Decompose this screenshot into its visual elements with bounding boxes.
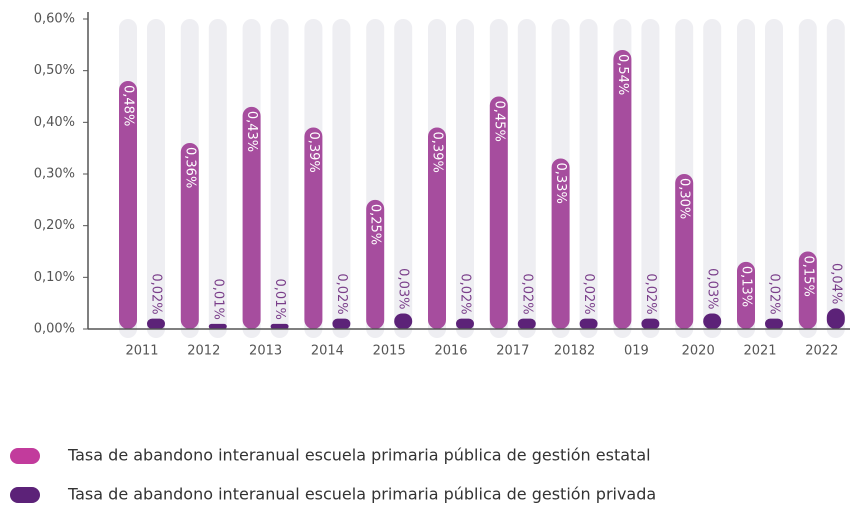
bar (579, 318, 598, 329)
bar (826, 308, 845, 329)
bar (798, 251, 817, 329)
x-tick-label: 2013 (249, 344, 282, 359)
background-pill (394, 19, 413, 338)
background-pill (208, 19, 227, 338)
background-pill (517, 19, 536, 338)
value-label: 0,39% (306, 132, 321, 173)
background-pill (579, 19, 598, 338)
legend-swatch (10, 448, 40, 464)
y-tick-label: 0,20% (34, 218, 75, 233)
x-tick-label: 2011 (125, 344, 158, 359)
bar (765, 318, 783, 329)
x-tick-label: 2021 (743, 344, 776, 359)
value-label: 0,39% (430, 132, 445, 173)
value-label: 0,43% (244, 111, 259, 152)
bar (147, 318, 165, 329)
value-label: 0,36% (182, 147, 197, 188)
bar (270, 323, 289, 329)
x-tick-label: 2017 (496, 344, 529, 359)
background-pill (332, 19, 351, 338)
value-label: 0,03% (705, 268, 720, 309)
bar (641, 318, 660, 329)
x-tick-label: 2015 (373, 344, 406, 359)
background-pill (147, 19, 165, 338)
background-pill (703, 19, 722, 338)
bar (489, 96, 508, 329)
legend-label: Tasa de abandono interanual escuela prim… (67, 485, 656, 504)
value-label: 0,45% (491, 101, 506, 142)
bar (456, 318, 474, 329)
value-label: 0,04% (828, 263, 843, 304)
value-label: 0,02% (458, 273, 473, 314)
bar (180, 143, 199, 329)
value-label: 0,33% (553, 163, 568, 204)
bar (304, 127, 323, 329)
background-pill (826, 19, 845, 338)
x-tick-label: 2022 (805, 344, 838, 359)
value-label: 0,13% (739, 266, 754, 307)
bar (551, 158, 570, 329)
legend-label: Tasa de abandono interanual escuela prim… (67, 446, 651, 465)
value-label: 0,01% (210, 279, 225, 320)
background-pill (270, 19, 289, 338)
value-label: 0,02% (643, 273, 658, 314)
value-label: 0,15% (800, 256, 815, 297)
bar (517, 318, 536, 329)
value-label: 0,02% (334, 273, 349, 314)
x-tick-label: 019 (624, 344, 649, 359)
background-pill (765, 19, 783, 338)
bar (208, 323, 227, 329)
y-tick-label: 0,40% (34, 115, 75, 130)
background-pill (641, 19, 660, 338)
bar (119, 81, 137, 329)
y-tick-label: 0,00% (34, 322, 75, 337)
x-tick-label: 2012 (187, 344, 220, 359)
bar (703, 313, 722, 329)
value-label: 0,02% (149, 273, 164, 314)
bar (366, 199, 385, 329)
bar (675, 174, 694, 329)
background-pills (119, 19, 845, 338)
value-label: 0,03% (396, 268, 411, 309)
value-label: 0,01% (272, 279, 287, 320)
value-label: 0,02% (767, 273, 782, 314)
value-label: 0,54% (615, 54, 630, 95)
bar (332, 318, 351, 329)
x-tick-label: 2016 (434, 344, 467, 359)
value-label: 0,25% (368, 204, 383, 245)
value-label: 0,02% (581, 273, 596, 314)
bar (428, 127, 446, 329)
y-tick-label: 0,30% (34, 167, 75, 182)
x-tick-label: 2014 (311, 344, 344, 359)
value-label: 0,30% (677, 178, 692, 219)
legend-swatch (10, 487, 40, 503)
bar (242, 106, 261, 329)
y-tick-label: 0,10% (34, 270, 75, 285)
bar (613, 50, 632, 329)
value-label: 0,02% (519, 273, 534, 314)
x-tick-label: 2020 (682, 344, 715, 359)
x-tick-label: 20182 (554, 344, 595, 359)
background-pill (456, 19, 474, 338)
y-tick-label: 0,60% (34, 12, 75, 27)
bar (737, 261, 755, 329)
y-tick-label: 0,50% (34, 63, 75, 78)
bar (394, 313, 413, 329)
value-label: 0,48% (121, 85, 136, 126)
background-pill (737, 19, 755, 338)
